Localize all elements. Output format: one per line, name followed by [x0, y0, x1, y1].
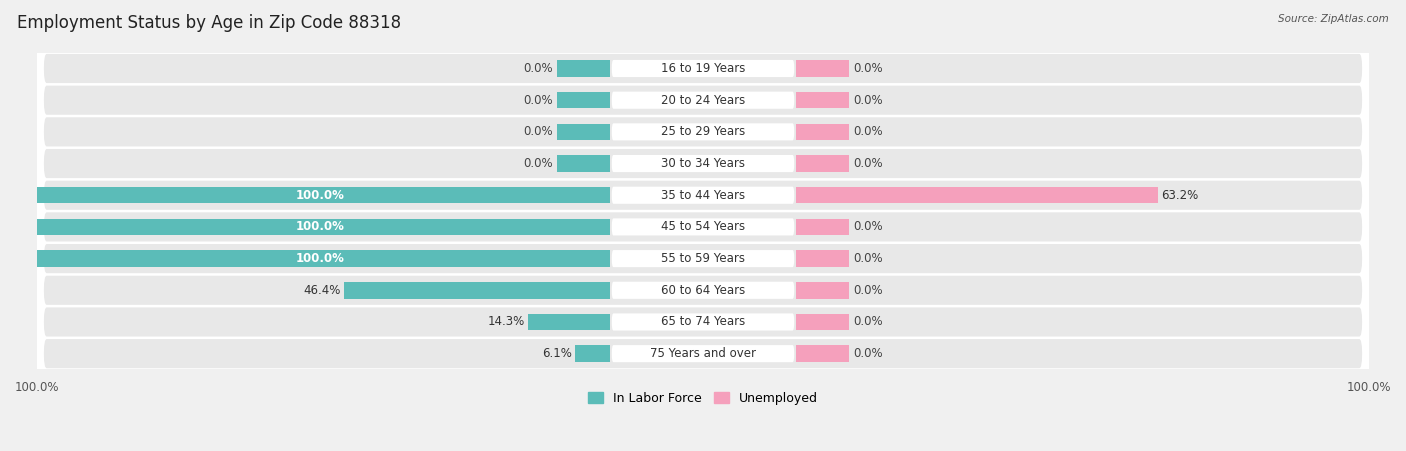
- FancyBboxPatch shape: [612, 313, 794, 331]
- Bar: [37, 275, 1369, 306]
- Text: 0.0%: 0.0%: [853, 62, 883, 75]
- FancyBboxPatch shape: [612, 92, 794, 109]
- Bar: [37, 53, 1369, 84]
- FancyBboxPatch shape: [612, 60, 794, 77]
- Legend: In Labor Force, Unemployed: In Labor Force, Unemployed: [583, 387, 823, 410]
- Bar: [796, 250, 849, 267]
- Bar: [37, 84, 1369, 116]
- Text: 0.0%: 0.0%: [523, 125, 553, 138]
- Bar: [344, 282, 610, 299]
- Bar: [37, 179, 1369, 211]
- Text: 100.0%: 100.0%: [295, 221, 344, 234]
- Bar: [557, 155, 610, 172]
- Text: 30 to 34 Years: 30 to 34 Years: [661, 157, 745, 170]
- FancyBboxPatch shape: [44, 54, 1362, 83]
- Bar: [557, 124, 610, 140]
- Bar: [796, 219, 849, 235]
- FancyBboxPatch shape: [44, 339, 1362, 368]
- Text: 0.0%: 0.0%: [853, 221, 883, 234]
- FancyBboxPatch shape: [44, 117, 1362, 147]
- Text: 60 to 64 Years: 60 to 64 Years: [661, 284, 745, 297]
- Text: 0.0%: 0.0%: [523, 157, 553, 170]
- FancyBboxPatch shape: [612, 123, 794, 140]
- Text: 20 to 24 Years: 20 to 24 Years: [661, 94, 745, 107]
- Bar: [557, 92, 610, 108]
- Bar: [37, 116, 1369, 148]
- Bar: [796, 314, 849, 330]
- Text: 6.1%: 6.1%: [541, 347, 572, 360]
- Text: 75 Years and over: 75 Years and over: [650, 347, 756, 360]
- FancyBboxPatch shape: [44, 244, 1362, 273]
- Bar: [796, 187, 1159, 203]
- Text: 100.0%: 100.0%: [295, 189, 344, 202]
- Text: 0.0%: 0.0%: [853, 252, 883, 265]
- Text: 0.0%: 0.0%: [853, 94, 883, 107]
- Text: 55 to 59 Years: 55 to 59 Years: [661, 252, 745, 265]
- FancyBboxPatch shape: [44, 149, 1362, 178]
- FancyBboxPatch shape: [44, 212, 1362, 241]
- FancyBboxPatch shape: [612, 155, 794, 172]
- Bar: [796, 92, 849, 108]
- Bar: [527, 314, 610, 330]
- Bar: [37, 187, 610, 203]
- Text: 0.0%: 0.0%: [853, 347, 883, 360]
- Text: 63.2%: 63.2%: [1161, 189, 1199, 202]
- Text: 16 to 19 Years: 16 to 19 Years: [661, 62, 745, 75]
- Bar: [37, 338, 1369, 369]
- Bar: [796, 155, 849, 172]
- FancyBboxPatch shape: [612, 218, 794, 235]
- Text: 25 to 29 Years: 25 to 29 Years: [661, 125, 745, 138]
- Bar: [37, 219, 610, 235]
- FancyBboxPatch shape: [612, 250, 794, 267]
- Bar: [557, 60, 610, 77]
- FancyBboxPatch shape: [44, 308, 1362, 336]
- Text: Employment Status by Age in Zip Code 88318: Employment Status by Age in Zip Code 883…: [17, 14, 401, 32]
- Text: 14.3%: 14.3%: [488, 315, 524, 328]
- Bar: [796, 345, 849, 362]
- FancyBboxPatch shape: [612, 345, 794, 362]
- Bar: [37, 148, 1369, 179]
- Text: Source: ZipAtlas.com: Source: ZipAtlas.com: [1278, 14, 1389, 23]
- Text: 0.0%: 0.0%: [523, 62, 553, 75]
- FancyBboxPatch shape: [44, 86, 1362, 115]
- Text: 45 to 54 Years: 45 to 54 Years: [661, 221, 745, 234]
- Text: 100.0%: 100.0%: [295, 252, 344, 265]
- Text: 0.0%: 0.0%: [853, 284, 883, 297]
- Bar: [796, 282, 849, 299]
- FancyBboxPatch shape: [612, 282, 794, 299]
- Bar: [37, 243, 1369, 275]
- Text: 35 to 44 Years: 35 to 44 Years: [661, 189, 745, 202]
- Text: 0.0%: 0.0%: [523, 94, 553, 107]
- FancyBboxPatch shape: [44, 276, 1362, 305]
- Text: 0.0%: 0.0%: [853, 125, 883, 138]
- FancyBboxPatch shape: [612, 187, 794, 204]
- Text: 46.4%: 46.4%: [304, 284, 340, 297]
- Bar: [37, 250, 610, 267]
- Bar: [37, 211, 1369, 243]
- Bar: [796, 124, 849, 140]
- Text: 65 to 74 Years: 65 to 74 Years: [661, 315, 745, 328]
- Bar: [37, 306, 1369, 338]
- Bar: [575, 345, 610, 362]
- Text: 0.0%: 0.0%: [853, 157, 883, 170]
- Text: 0.0%: 0.0%: [853, 315, 883, 328]
- FancyBboxPatch shape: [44, 181, 1362, 210]
- Bar: [796, 60, 849, 77]
